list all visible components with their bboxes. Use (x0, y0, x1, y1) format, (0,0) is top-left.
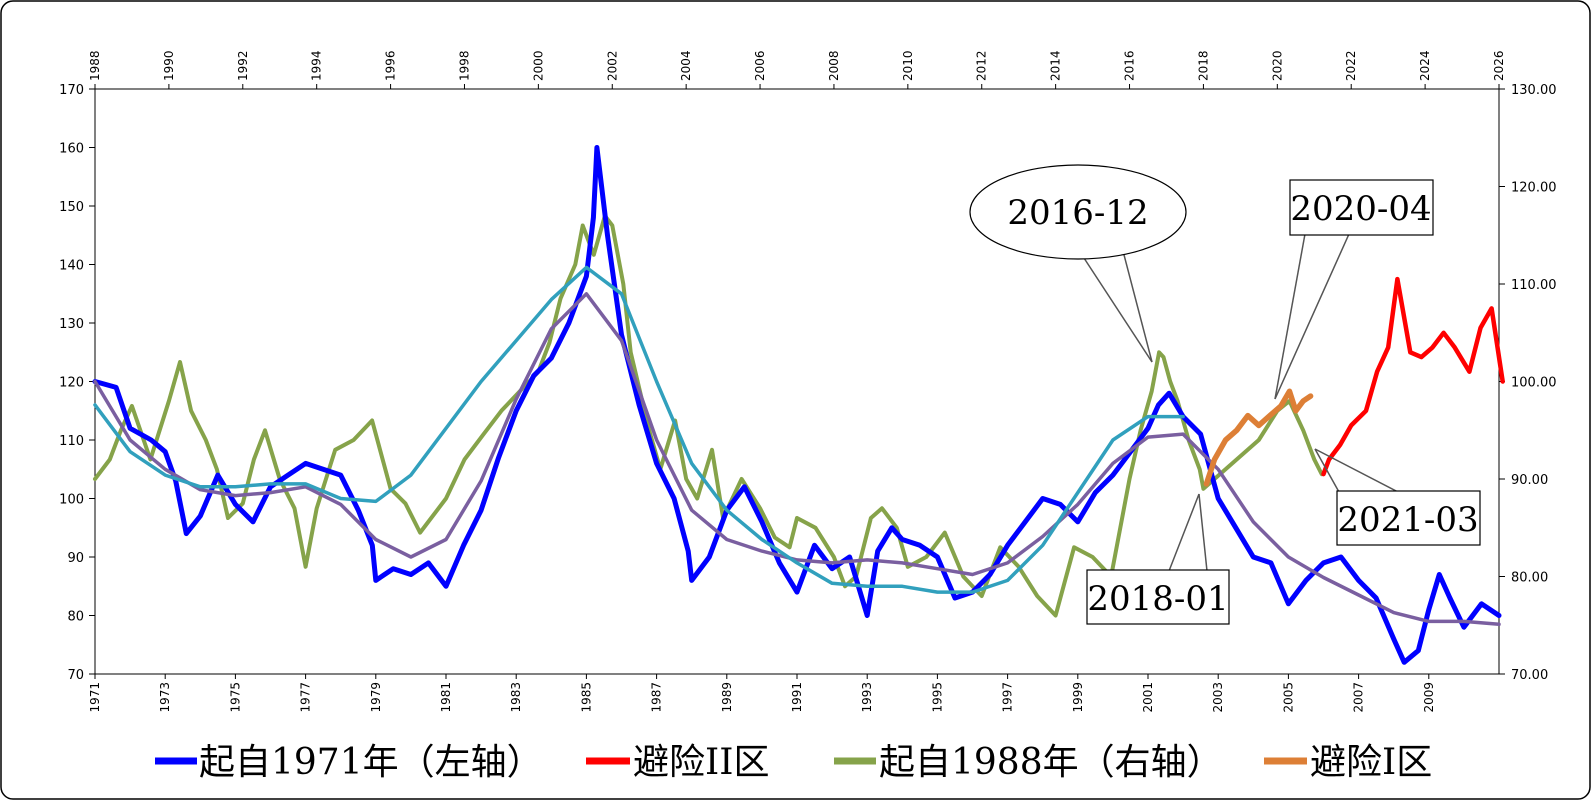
bottom-tick-label: 1971 (88, 682, 102, 713)
left-tick-label: 150 (59, 200, 84, 215)
callout-2018-01-label: 2018-01 (1087, 579, 1228, 619)
bottom-tick-label: 2007 (1352, 682, 1366, 713)
right-tick-label: 110.00 (1511, 278, 1557, 293)
callout-pointer-2018-01-a (1168, 493, 1200, 572)
callout-2020-04-label: 2020-04 (1290, 189, 1431, 229)
top-tick-label: 2008 (827, 50, 841, 81)
callout-pointer-2021-03-a (1314, 448, 1340, 493)
bottom-tick-label: 1981 (439, 682, 453, 713)
left-tick-label: 120 (59, 376, 84, 391)
bottom-tick-label: 1979 (369, 682, 383, 713)
left-tick-label: 130 (59, 317, 84, 332)
left-axis: 70 80 90 100 110 120 130 140 150 160 170 (59, 83, 95, 683)
series-1988-right (93, 213, 1324, 618)
callout-2018-01-box (1086, 569, 1230, 625)
left-tick-label: 110 (59, 434, 84, 449)
series-1971-left (92, 145, 1502, 665)
legend-item-1971: 起自1971年（左轴） (155, 742, 543, 783)
legend-label-zone1: 避险I区 (1310, 742, 1432, 783)
bottom-axis: 1971 1973 1975 1977 1979 1981 1983 1985 1987 1989… (88, 674, 1436, 713)
top-tick-label: 1994 (310, 50, 324, 81)
legend: 起自1971年（左轴） 避险II区 起自1988年（右轴） 避险I区 (155, 742, 1432, 783)
bottom-tick-label: 1989 (720, 682, 734, 713)
top-tick-label: 2004 (679, 50, 693, 81)
top-tick-label: 1988 (88, 50, 102, 81)
callout-2021-03-box (1336, 490, 1481, 546)
top-tick-label: 2014 (1049, 50, 1063, 81)
trend-curve-teal (93, 265, 1185, 594)
callout-2016-12-bubble (969, 164, 1187, 260)
legend-item-zone2: 避险II区 (586, 742, 769, 783)
bottom-tick-label: 2003 (1211, 682, 1225, 713)
bottom-tick-label: 1985 (579, 682, 593, 713)
top-axis: 1988 1990 1992 1994 1996 1998 2000 2002 2004 2006… (88, 50, 1506, 89)
callout-pointer-2020-04-b (1274, 233, 1350, 400)
left-tick-label: 90 (67, 551, 84, 566)
callout-2021-03-label: 2021-03 (1337, 500, 1478, 540)
left-tick-label: 160 (59, 142, 84, 157)
top-tick-label: 2012 (975, 50, 989, 81)
right-tick-label: 130.00 (1511, 83, 1557, 98)
left-tick-label: 170 (59, 83, 84, 98)
bottom-tick-label: 2005 (1281, 682, 1295, 713)
right-tick-label: 120.00 (1511, 181, 1557, 196)
bottom-tick-label: 1973 (158, 682, 172, 713)
right-tick-label: 90.00 (1511, 473, 1548, 488)
top-tick-label: 1996 (384, 50, 398, 81)
legend-label-zone2: 避险II区 (633, 742, 769, 783)
callout-2016-12-label: 2016-12 (1007, 193, 1148, 233)
top-tick-label: 2000 (531, 50, 545, 81)
right-tick-label: 70.00 (1511, 668, 1548, 683)
top-tick-label: 2002 (605, 50, 619, 81)
bottom-tick-label: 2009 (1422, 682, 1436, 713)
top-tick-label: 2006 (753, 50, 767, 81)
legend-item-1988: 起自1988年（右轴） (834, 742, 1223, 783)
bottom-tick-label: 1991 (790, 682, 804, 713)
series-layer (92, 145, 1505, 665)
bottom-tick-label: 1997 (1001, 682, 1015, 713)
top-tick-label: 2018 (1196, 50, 1210, 81)
bottom-tick-label: 1983 (509, 682, 523, 713)
callout-2020-04-box (1289, 179, 1434, 236)
callout-pointer-2021-03-b (1314, 448, 1399, 493)
top-tick-label: 2016 (1123, 50, 1137, 81)
left-tick-label: 140 (59, 259, 84, 274)
bottom-tick-label: 1993 (860, 682, 874, 713)
right-axis: 70.00 80.00 90.00 100.00 110.00 120.00 130.00 (1499, 83, 1557, 683)
left-tick-label: 80 (67, 610, 84, 625)
bottom-tick-label: 2001 (1141, 682, 1155, 713)
top-tick-label: 2010 (901, 50, 915, 81)
bottom-tick-label: 1995 (930, 682, 944, 713)
bottom-tick-label: 1987 (650, 682, 664, 713)
bottom-tick-label: 1999 (1071, 682, 1085, 713)
callout-pointer-2016-12-a (1081, 254, 1153, 363)
right-tick-label: 100.00 (1511, 376, 1557, 391)
right-tick-label: 80.00 (1511, 571, 1548, 586)
top-tick-label: 2024 (1418, 50, 1432, 81)
bottom-tick-label: 1977 (299, 682, 313, 713)
callout-layer: 2016-12 2020-04 2021-03 2018-01 (969, 164, 1481, 625)
legend-label-1988: 起自1988年（右轴） (879, 742, 1223, 783)
trend-curve-purple (93, 292, 1501, 627)
bottom-tick-label: 1975 (228, 682, 242, 713)
callout-pointer-2016-12-b (1122, 250, 1153, 363)
top-tick-label: 2022 (1344, 50, 1358, 81)
top-tick-label: 2026 (1492, 50, 1506, 81)
top-tick-label: 1992 (236, 50, 250, 81)
top-tick-label: 1998 (457, 50, 471, 81)
callout-pointer-2018-01-b (1198, 493, 1208, 572)
legend-label-1971: 起自1971年（左轴） (199, 742, 543, 783)
top-tick-label: 2020 (1270, 50, 1284, 81)
series-zone2-red (1321, 276, 1505, 477)
series-zone1-orange (1203, 388, 1314, 487)
left-tick-label: 100 (59, 493, 84, 508)
left-tick-label: 70 (67, 668, 84, 683)
top-tick-label: 1990 (162, 50, 176, 81)
legend-item-zone1: 避险I区 (1264, 742, 1432, 783)
callout-pointer-2020-04-a (1274, 233, 1306, 400)
